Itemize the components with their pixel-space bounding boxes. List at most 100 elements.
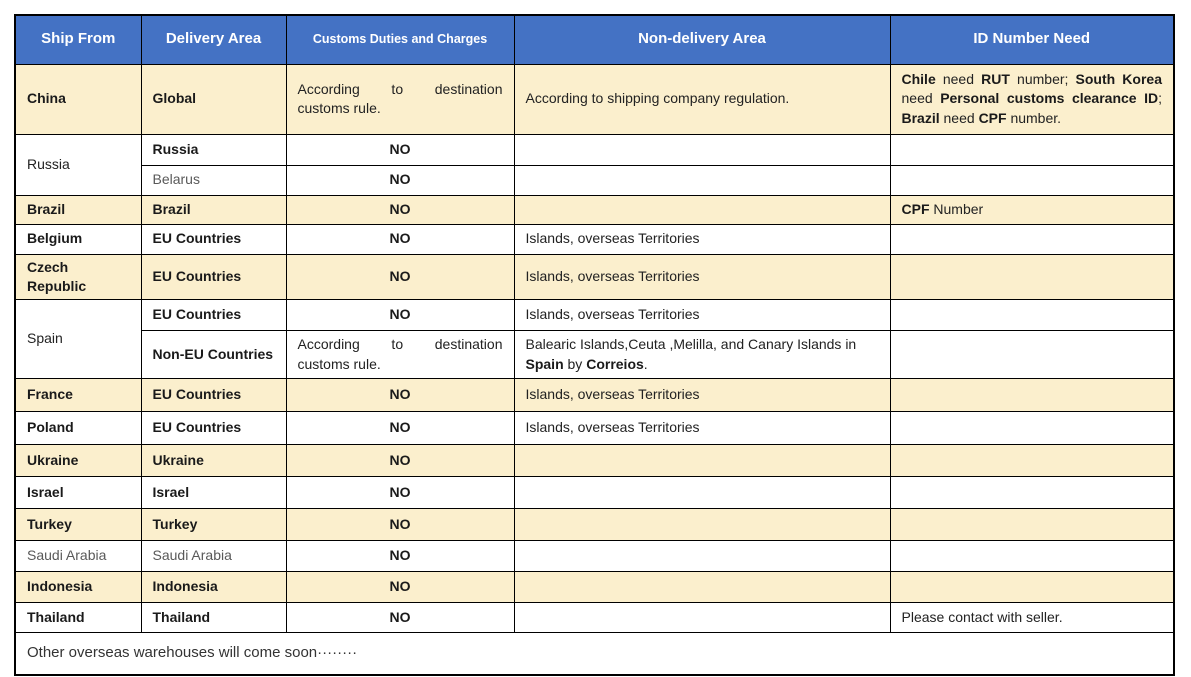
table-cell [889,476,1175,510]
table-row: Israel Israel NO [14,476,1175,510]
table-cell: Global [140,63,287,135]
table-row: France EU Countries NO Islands, overseas Te… [14,378,1175,413]
table-cell: CPF Number [889,194,1175,225]
table-cell [889,299,1175,332]
table-cell [513,476,891,510]
table-cell: Russia [14,133,142,196]
table-body: China Global According to destination cust… [14,63,1175,634]
table-row: Russia Russia NO [14,133,1175,196]
text-segment: RUT [981,71,1010,88]
table-cell [513,194,891,225]
table-row: Czech Republic EU Countries NO Islands, ove… [14,253,1175,301]
header-ship-from: Ship From [14,14,142,65]
table-cell: NO [285,194,515,225]
table-cell [889,253,1175,301]
table-cell [513,444,891,478]
text-segment: ; [1158,90,1162,107]
table-cell: According to shipping company regulation… [513,63,891,135]
table-cell: NO [285,164,515,196]
table-cell [889,133,1175,166]
table-cell [889,330,1175,380]
table-header: Ship From Delivery Area Customs Duties a… [14,14,1175,65]
table-cell [513,571,891,604]
table-cell: NO [285,444,515,478]
table-cell: NO [285,602,515,634]
table-cell [889,571,1175,604]
footer-row: Other overseas warehouses will come soon… [14,632,1175,676]
text-segment: Brazil [901,109,940,126]
header-non-delivery-area: Non-delivery Area [513,14,891,65]
table-cell: Saudi Arabia [140,540,287,573]
table-cell: Islands, overseas Territories [513,411,891,446]
text-segment: Number [929,200,984,217]
table-cell: According to destination customs rule. [285,330,515,380]
text-segment: by [563,355,587,372]
text-segment: South Korea [1075,71,1162,88]
table-cell [889,411,1175,446]
table-cell: EU Countries [140,299,287,332]
text-segment: CPF [978,109,1007,126]
table-row: China Global According to destination cust… [14,63,1175,135]
table-cell: China [14,63,142,135]
table-row: Saudi Arabia Saudi Arabia NO [14,540,1175,573]
table-row: Belgium EU Countries NO Islands, overseas T… [14,223,1175,255]
table-cell: Thailand [140,602,287,634]
table-row: Indonesia Indonesia NO [14,571,1175,604]
table-cell: Brazil [14,194,142,225]
table-cell: Saudi Arabia [14,540,142,573]
table-cell [513,540,891,573]
header-delivery-area: Delivery Area [140,14,287,65]
table-cell: Thailand [14,602,142,634]
table-cell: Israel [140,476,287,510]
table-cell [889,444,1175,478]
table-cell: Belgium [14,223,142,255]
table-cell: Brazil [140,194,287,225]
footer-note: Other overseas warehouses will come soon… [14,632,1175,676]
table-cell: NO [285,299,515,332]
text-segment: need [935,71,982,88]
table-cell [889,378,1175,413]
table-cell: Czech Republic [14,253,142,301]
table-cell [889,164,1175,196]
table-cell: Turkey [14,508,142,542]
table-row: Thailand Thailand NO Please contact with se… [14,602,1175,634]
table-cell: EU Countries [140,223,287,255]
table-cell [889,540,1175,573]
table-row: Ukraine Ukraine NO [14,444,1175,478]
table-cell: Balearic Islands,Ceuta ,Melilla, and Can… [513,330,891,380]
table-cell [513,133,891,166]
table-cell: Israel [14,476,142,510]
table-row: Non-EU Countries According to destination… [15,330,1175,380]
table-cell: EU Countries [140,253,287,301]
table-cell: NO [285,411,515,446]
table-cell: Please contact with seller. [889,602,1175,634]
table-cell: EU Countries [140,378,287,413]
header-customs-duties: Customs Duties and Charges [285,14,515,65]
table-row: Belarus NO [15,164,1175,196]
table-cell: Chile need RUT number; South Korea need … [889,63,1175,135]
table-cell: NO [285,253,515,301]
text-segment: need [901,90,941,107]
table-cell [889,508,1175,542]
table-cell: Indonesia [14,571,142,604]
table-cell: Turkey [140,508,287,542]
table-cell: Indonesia [140,571,287,604]
table-cell [513,602,891,634]
table-cell: Ukraine [14,444,142,478]
table-cell: Islands, overseas Territories [513,223,891,255]
table-cell: NO [285,223,515,255]
table-cell: NO [285,476,515,510]
text-segment: number; [1009,71,1076,88]
text-segment: Correios [586,355,644,372]
table-cell: NO [285,508,515,542]
table-row: Brazil Brazil NO CPF Number [14,194,1175,225]
text-segment: . [643,355,648,372]
table-cell: NO [285,540,515,573]
table-cell [889,223,1175,255]
table-cell: NO [285,378,515,413]
table-cell: Islands, overseas Territories [513,378,891,413]
text-segment: need [939,109,979,126]
table-row: Spain EU Countries NO Islands, overseas Ter… [14,299,1175,380]
table-cell: According to destination customs rule. [285,63,515,135]
table-row: Turkey Turkey NO [14,508,1175,542]
